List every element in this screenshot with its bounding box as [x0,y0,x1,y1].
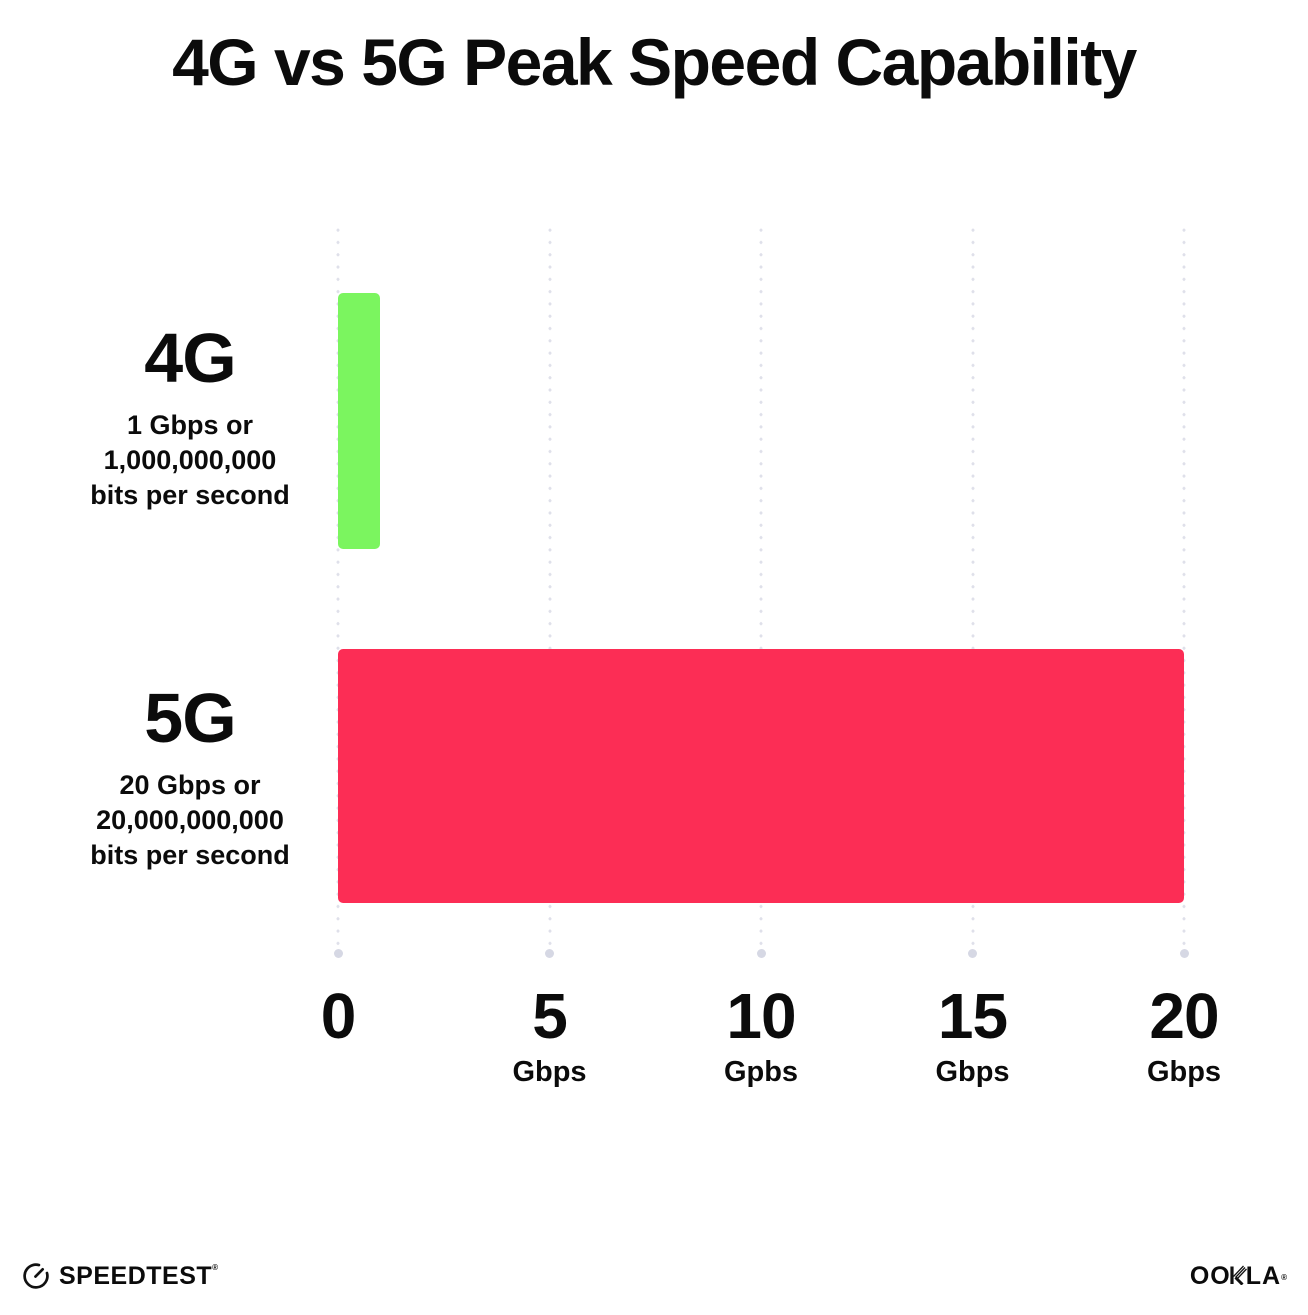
row-label-5g: 5G 20 Gbps or 20,000,000,000 bits per se… [40,682,340,873]
row-label-5g-subline-3: bits per second [90,840,290,870]
gridline-15 [971,224,974,947]
x-tick-5-value: 5 [532,980,568,1052]
row-label-5g-subtitle: 20 Gbps or 20,000,000,000 bits per secon… [40,768,340,873]
ookla-logo: OO LA ® [1190,1262,1288,1291]
footer: SPEEDTEST® OO LA ® [22,1258,1288,1294]
x-tick-20-value: 20 [1149,980,1219,1052]
x-tick-15-value: 15 [937,980,1008,1052]
x-tick-10: 10 Gpbs [724,984,798,1088]
gridline-0 [336,224,340,947]
bar-4g [338,293,381,549]
row-label-4g-title: 4G [144,319,236,397]
x-tick-5: 5 Gbps [512,984,586,1088]
gridline-5 [548,224,551,947]
row-label-4g-subtitle: 1 Gbps or 1,000,000,000 bits per second [40,408,340,513]
row-label-4g-subline-2: 1,000,000,000 [103,445,277,475]
row-label-5g-subline-1: 20 Gbps or [119,770,261,800]
ookla-k-icon [1230,1263,1247,1292]
x-tick-20: 20 Gbps [1147,984,1221,1088]
x-tick-5-unit: Gbps [512,1056,587,1088]
x-tick-15-unit: Gbps [935,1056,1010,1088]
x-tick-10-value: 10 [726,980,796,1052]
ookla-registered-mark: ® [1281,1272,1288,1282]
x-tick-15: 15 Gbps [935,984,1009,1088]
gridline-20 [1182,224,1186,947]
speedtest-wordmark: SPEEDTEST® [59,1261,219,1290]
plot-area [336,222,1186,958]
row-label-4g: 4G 1 Gbps or 1,000,000,000 bits per seco… [40,322,340,513]
x-tick-0: 0 [320,980,357,1056]
row-label-4g-subline-1: 1 Gbps or [126,410,254,440]
x-tick-10-unit: Gpbs [723,1056,799,1088]
chart-title: 4G vs 5G Peak Speed Capability [172,25,1137,99]
bar-5g [338,649,1184,903]
row-label-4g-subline-3: bits per second [90,480,290,510]
x-tick-0-value: 0 [320,980,357,1052]
ookla-wordmark-right: LA [1245,1261,1282,1290]
ookla-wordmark-left: OO [1189,1261,1231,1290]
row-label-5g-title: 5G [144,679,236,757]
speedtest-registered-mark: ® [212,1262,219,1272]
speedtest-logo: SPEEDTEST® [22,1262,219,1291]
x-tick-20-unit: Gbps [1146,1056,1222,1088]
x-axis: 0 5 Gbps 10 Gpbs 15 Gbps 20 Gbps [321,984,1221,1104]
row-label-5g-subline-2: 20,000,000,000 [96,805,284,835]
gridline-10 [759,224,763,947]
speedometer-icon [22,1262,50,1290]
